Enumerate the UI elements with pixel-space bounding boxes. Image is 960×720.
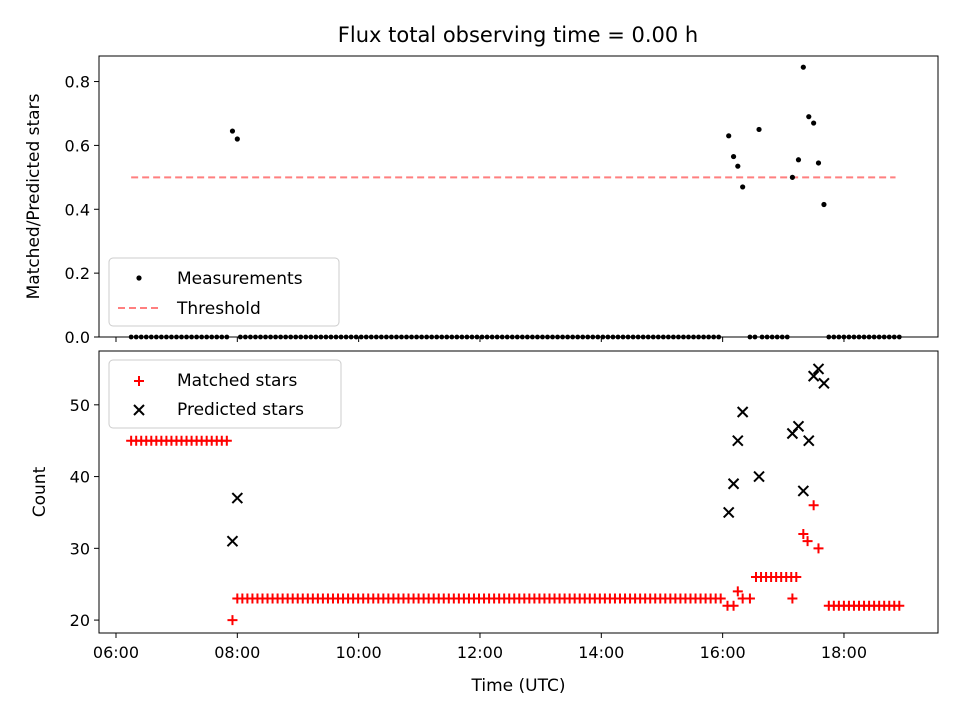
legend-bottom: Matched stars Predicted stars — [108, 359, 342, 429]
measurement-point — [726, 133, 732, 139]
measurement-point — [806, 114, 812, 120]
y-tick-label: 20 — [70, 611, 90, 630]
matched-star-point — [715, 593, 726, 604]
x-tick-label: 10:00 — [336, 643, 382, 662]
y-tick-label: 40 — [70, 468, 90, 487]
y-tick-label: 0.2 — [65, 264, 90, 283]
x-tick-label: 16:00 — [700, 643, 746, 662]
measurement-point — [789, 174, 796, 180]
matched-star-point — [728, 600, 739, 611]
legend-marker-matched — [134, 376, 144, 386]
y-tick-label: 0.8 — [65, 73, 90, 92]
measurement-point — [229, 128, 236, 134]
plot-frame — [98, 55, 939, 338]
predicted-star-point — [753, 470, 765, 483]
y-tick-label: 0.0 — [65, 328, 90, 347]
plot-frame — [98, 350, 939, 634]
predicted-star-point — [818, 377, 830, 389]
predicted-star-point — [792, 420, 805, 433]
y-tick-label: 0.4 — [65, 200, 90, 219]
matched-star-point — [791, 572, 802, 583]
matched-star-point — [221, 435, 232, 446]
legend-label-predicted: Predicted stars — [177, 400, 304, 420]
predicted-star-point — [727, 478, 740, 490]
measurement-point — [821, 201, 827, 208]
legend-label-threshold: Threshold — [176, 299, 261, 319]
x-tick-label: 06:00 — [93, 643, 139, 662]
measurement-point — [735, 163, 741, 169]
predicted-star-point — [226, 535, 239, 547]
x-tick-label: 12:00 — [457, 643, 503, 662]
predicted-star-point — [807, 370, 820, 382]
measurement-point — [730, 153, 737, 160]
predicted-star-point — [812, 363, 825, 375]
matched-star-point — [227, 615, 238, 626]
top-panel: 0.0 0.2 0.4 0.6 0.8 Matched/Predicted stars Me… — [24, 55, 939, 347]
x-tick-label: 18:00 — [821, 643, 867, 662]
matched-star-point — [802, 536, 813, 547]
matched-star-point — [732, 586, 743, 597]
predicted-star-point — [803, 434, 815, 447]
predicted-star-point — [797, 485, 810, 497]
matched-star-point — [798, 528, 809, 539]
matched-star-point — [813, 543, 824, 554]
legend-label-matched: Matched stars — [177, 371, 297, 391]
measurement-point — [795, 157, 802, 163]
measurement-point — [800, 64, 806, 70]
legend-frame — [108, 359, 342, 429]
y-tick-label: 30 — [70, 539, 90, 558]
measurement-point — [811, 120, 817, 126]
y-axis-label: Count — [30, 466, 50, 517]
matched-star-point — [894, 600, 905, 611]
predicted-star-point — [736, 406, 749, 418]
x-axis-label: Time (UTC) — [471, 676, 566, 696]
predicted-star-point — [231, 492, 244, 504]
matched-star-point — [787, 593, 798, 604]
legend-marker-predicted — [133, 404, 145, 416]
legend-top: Measurements Threshold — [108, 257, 340, 327]
y-tick-label: 0.6 — [65, 136, 90, 155]
y-axis-label: Matched/Predicted stars — [24, 93, 44, 299]
measurement-point — [756, 126, 762, 133]
measurement-point — [815, 160, 822, 166]
measurement-point — [234, 136, 240, 142]
x-tick-label: 08:00 — [214, 643, 260, 662]
legend-frame — [108, 257, 340, 327]
matched-star-point — [808, 500, 819, 511]
chart-title: Flux total observing time = 0.00 h — [338, 23, 698, 47]
legend-label-measurements: Measurements — [177, 269, 303, 289]
matched-star-point — [744, 593, 755, 604]
predicted-star-point — [722, 506, 735, 519]
y-tick-label: 50 — [70, 396, 90, 415]
predicted-star-point — [732, 434, 744, 447]
bottom-panel: 20 30 40 50 Count 06:00 08:00 10:00 12:00 14:00 16… — [30, 350, 939, 696]
measurement-point — [740, 184, 746, 190]
legend-marker-measurements — [136, 275, 142, 281]
x-tick-label: 14:00 — [578, 643, 624, 662]
